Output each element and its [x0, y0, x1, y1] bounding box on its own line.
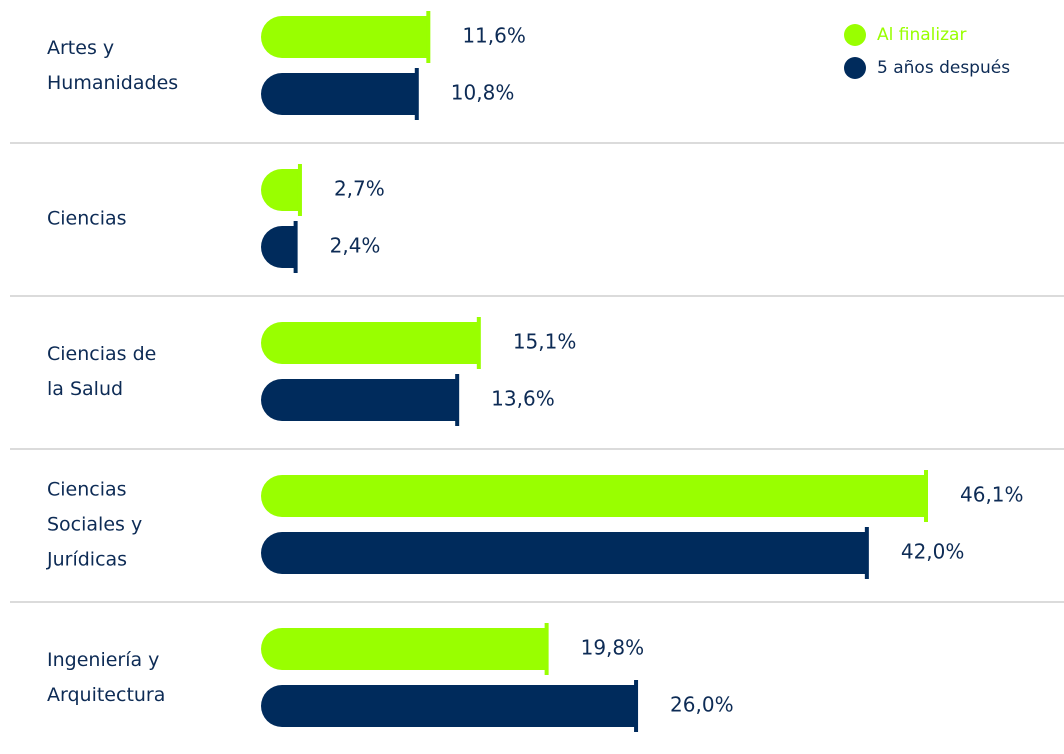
bar [261, 379, 458, 421]
bar-group [261, 470, 928, 522]
bar [261, 475, 926, 517]
bar-cap [544, 623, 549, 675]
value-label: 15,1% [513, 330, 577, 354]
value-label: 2,7% [334, 177, 385, 201]
bar-group [261, 680, 639, 732]
category-label: Artes y Humanidades [47, 37, 179, 94]
value-label: 2,4% [330, 234, 381, 258]
bar [261, 226, 296, 268]
bar-group [261, 317, 481, 369]
bar-cap [864, 527, 869, 579]
legend-swatch [844, 24, 866, 46]
bar-group [261, 527, 869, 579]
bar [261, 322, 479, 364]
bar [261, 73, 417, 115]
value-label: 42,0% [901, 540, 965, 564]
value-label: 10,8% [451, 81, 515, 105]
bar-group [261, 374, 460, 426]
bar-group [261, 11, 431, 63]
legend-label: Al finalizar [877, 25, 966, 45]
value-label: 19,8% [581, 636, 645, 660]
category-label: Ingeniería y Arquitectura [47, 649, 166, 706]
bar [261, 16, 429, 58]
bar-group [261, 623, 549, 675]
bar-cap [924, 470, 928, 522]
bar [261, 628, 547, 670]
bar-cap [297, 164, 302, 216]
bar-cap [293, 221, 298, 273]
category-label: Ciencias [47, 207, 127, 230]
bar-group [261, 164, 302, 216]
bar-group [261, 221, 298, 273]
bar-cap [414, 68, 419, 120]
bar [261, 532, 867, 574]
legend-swatch [844, 57, 866, 79]
category-label: Ciencias de la Salud [47, 343, 157, 400]
category-label: Ciencias Sociales y Jurídicas [47, 478, 143, 571]
bar-cap [426, 11, 431, 63]
bar-cap [476, 317, 481, 369]
value-label: 13,6% [491, 387, 555, 411]
legend-label: 5 años después [877, 58, 1010, 78]
bar-group [261, 68, 419, 120]
value-label: 11,6% [462, 24, 526, 48]
value-label: 46,1% [960, 483, 1024, 507]
bar-cap [634, 680, 639, 732]
value-label: 26,0% [670, 693, 734, 717]
bar [261, 169, 300, 211]
bar-cap [455, 374, 460, 426]
bar [261, 685, 637, 727]
